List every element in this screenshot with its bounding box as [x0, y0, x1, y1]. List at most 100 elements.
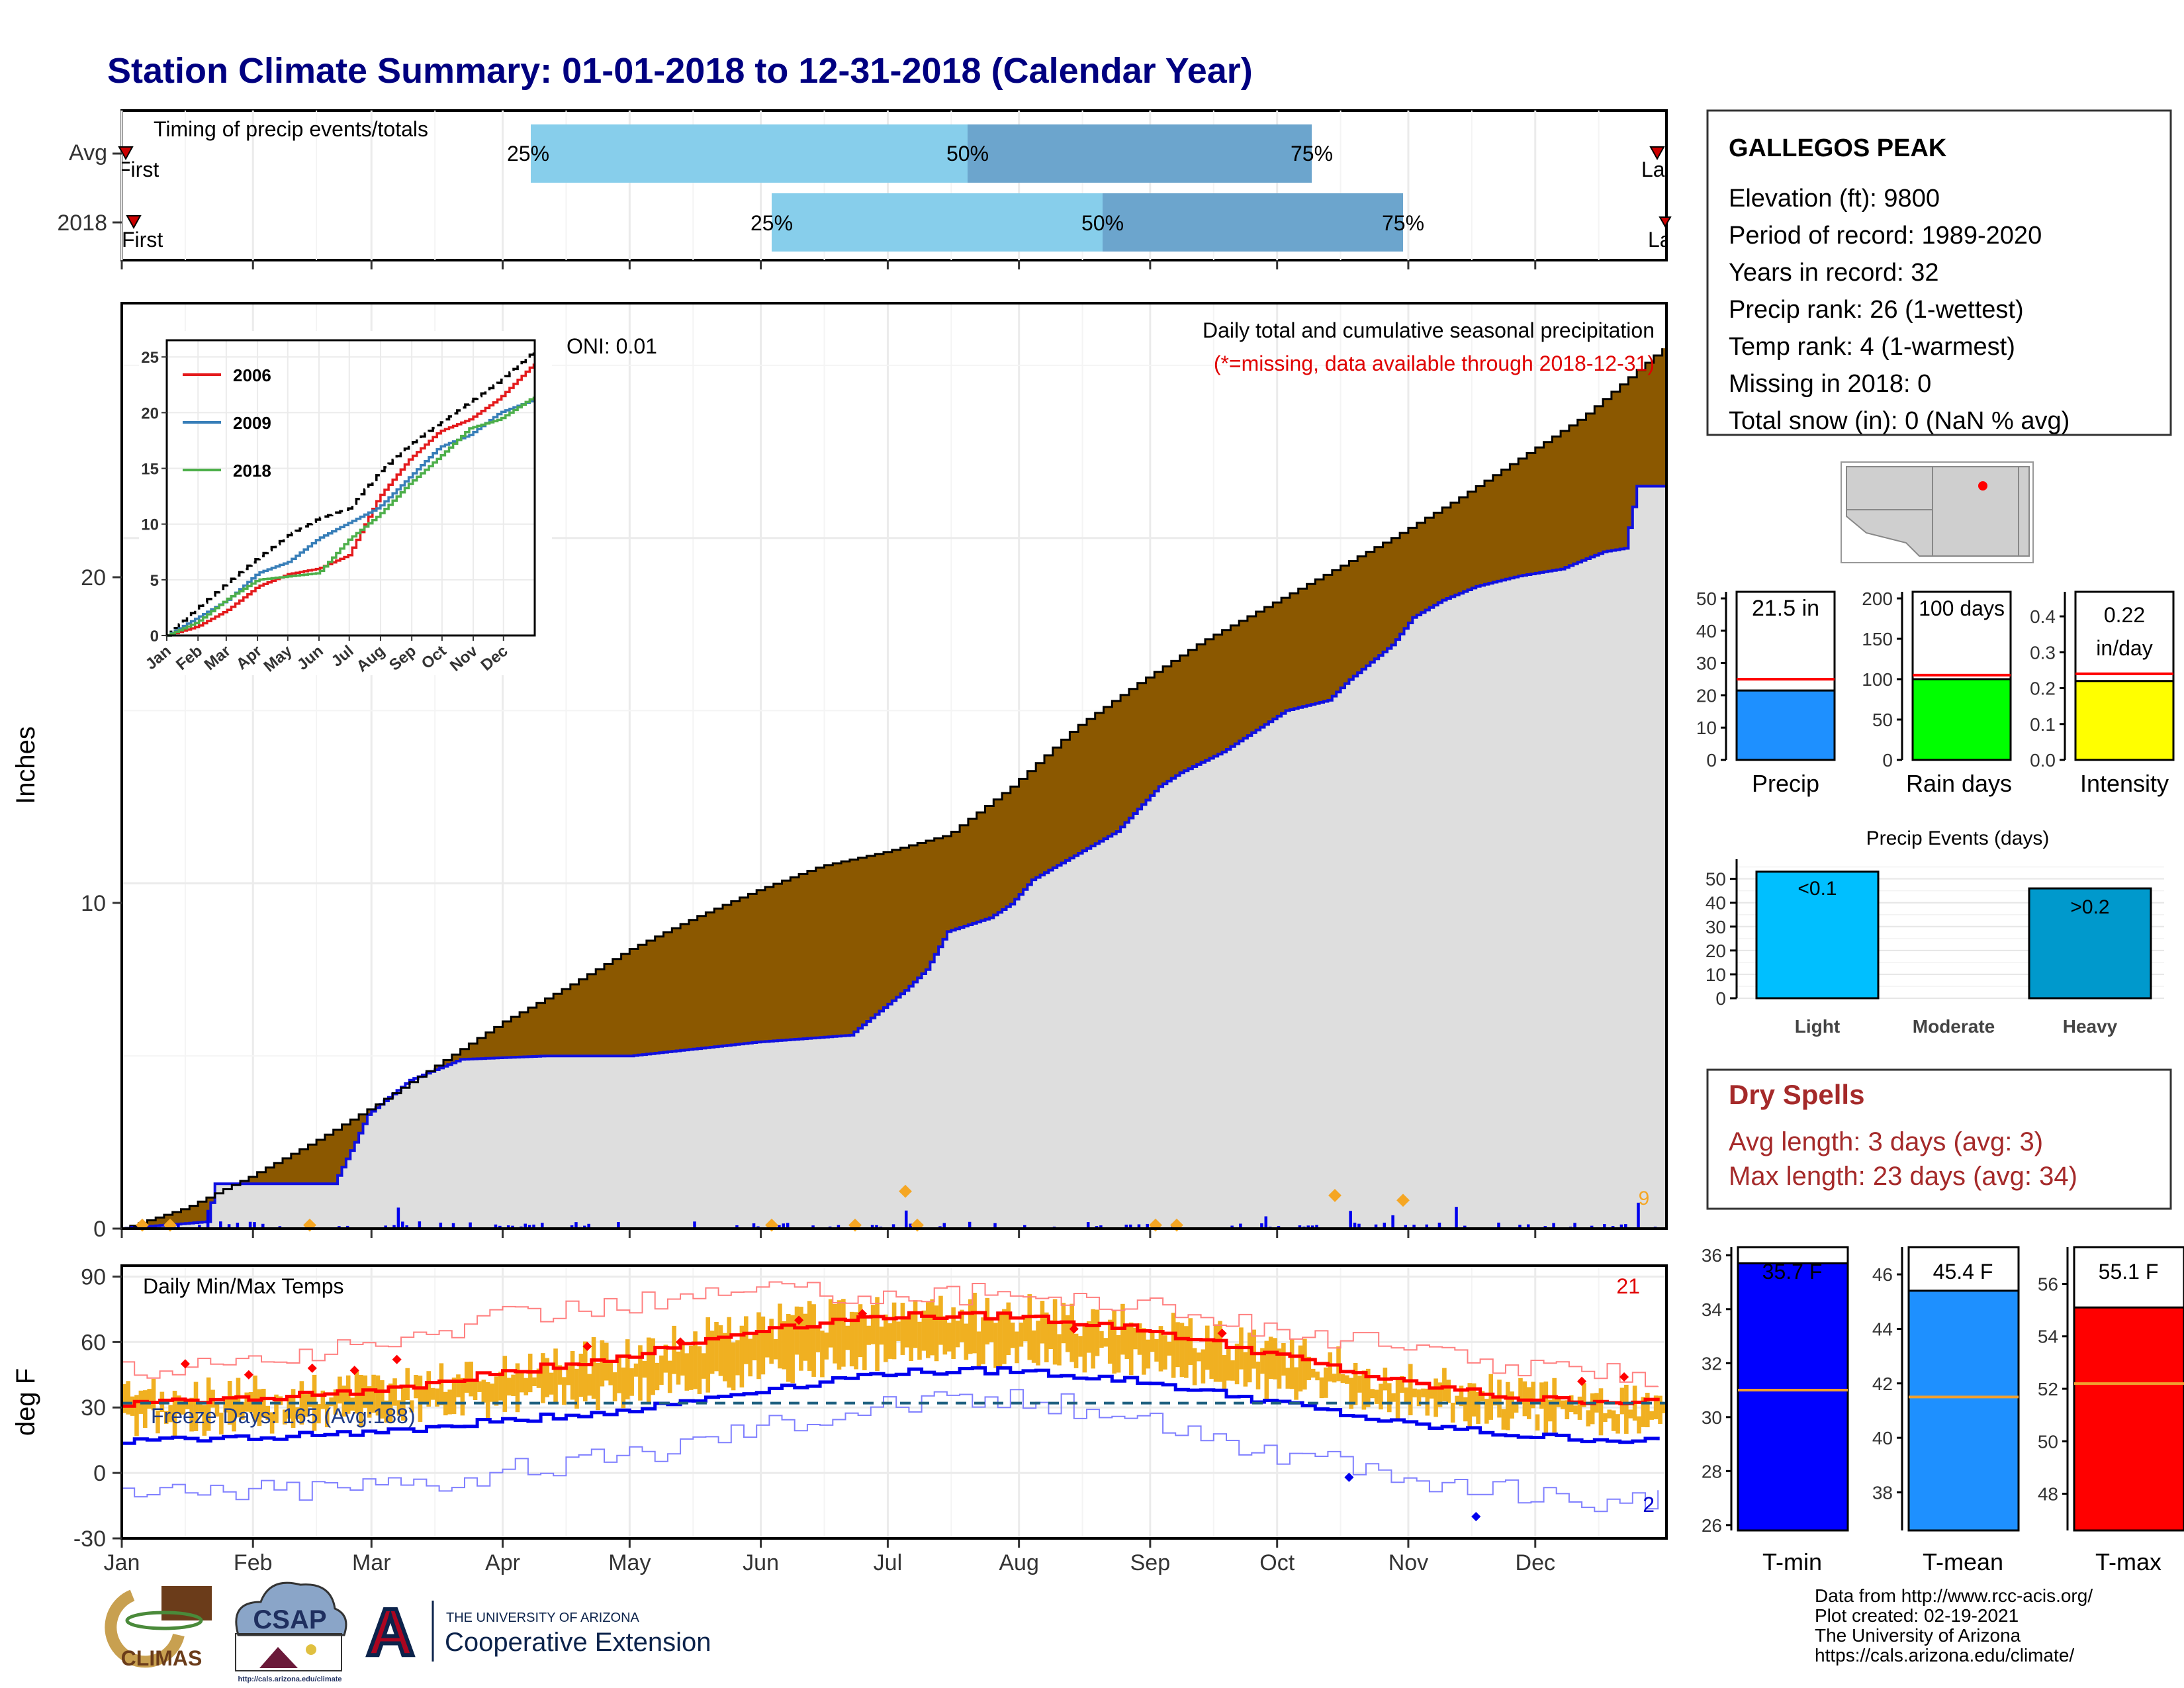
daily-precip-bar	[384, 1225, 387, 1229]
daily-precip-bar	[345, 1225, 349, 1229]
daily-precip-bar	[532, 1224, 535, 1229]
summary-bar-1	[1911, 678, 2012, 761]
daily-temp-range-bar	[778, 1303, 782, 1369]
daily-temp-range-bar	[997, 1312, 1003, 1367]
summary-bar-tick-label: 50	[1696, 588, 1717, 609]
daily-temp-range-bar	[799, 1307, 803, 1371]
daily-temp-range-bar	[1306, 1356, 1312, 1380]
events-title: Precip Events (days)	[1866, 827, 2050, 849]
daily-temp-range-bar	[1514, 1403, 1519, 1413]
daily-temp-range-bar	[617, 1357, 621, 1393]
daily-temp-range-bar	[862, 1315, 867, 1370]
daily-temp-range-bar	[439, 1363, 444, 1405]
daily-temp-range-bar	[727, 1317, 732, 1388]
daily-temp-range-bar	[1467, 1383, 1473, 1429]
daily-temp-range-bar	[1205, 1325, 1210, 1370]
daily-temp-range-bar	[913, 1300, 918, 1348]
daily-temp-range-bar	[1543, 1382, 1549, 1433]
daily-temp-range-bar	[1433, 1378, 1438, 1417]
daily-temp-range-bar	[1268, 1336, 1273, 1380]
daily-temp-range-bar	[261, 1388, 266, 1418]
daily-temp-range-bar	[1408, 1364, 1413, 1415]
daily-temp-range-bar	[1277, 1348, 1282, 1389]
daily-temp-range-bar	[418, 1376, 423, 1422]
summary-bar-tick-label: 0.1	[2030, 714, 2056, 735]
temp-bar-tick-label: 28	[1702, 1461, 1722, 1481]
daily-temp-range-bar	[769, 1319, 774, 1364]
timing-avg-25: 25%	[507, 142, 549, 165]
climas-logo: CLIMAS	[105, 1583, 212, 1670]
daily-temp-range-bar	[202, 1405, 207, 1436]
precip-y-axis-label: Inches	[11, 726, 40, 804]
daily-temp-range-bar	[371, 1374, 376, 1413]
summary-bar-tick-label: 20	[1696, 685, 1717, 706]
daily-temp-range-bar	[1048, 1320, 1053, 1350]
daily-temp-range-bar	[1480, 1391, 1485, 1402]
daily-temp-range-bar	[854, 1312, 858, 1370]
daily-temp-range-bar	[917, 1321, 922, 1360]
daily-precip-bar	[1124, 1225, 1128, 1229]
daily-temp-range-bar	[426, 1371, 432, 1407]
daily-precip-bar	[219, 1221, 222, 1229]
daily-temp-range-bar	[172, 1390, 177, 1436]
daily-temp-range-bar	[756, 1312, 761, 1380]
daily-precip-bar	[1573, 1223, 1576, 1229]
daily-temp-range-bar	[676, 1351, 681, 1385]
daily-temp-range-bar	[697, 1346, 702, 1394]
daily-temp-range-bar	[1128, 1322, 1134, 1376]
freeze-days-label: Freeze Days: 165 (Avg:188)	[151, 1404, 416, 1428]
daily-temp-range-bar	[1057, 1334, 1062, 1366]
daily-temp-range-bar	[1078, 1336, 1083, 1357]
daily-temp-range-bar	[392, 1378, 397, 1406]
daily-temp-range-bar	[227, 1381, 232, 1425]
daily-temp-range-bar	[481, 1380, 486, 1403]
daily-temp-range-bar	[989, 1317, 994, 1342]
climas-logo-text: CLIMAS	[121, 1646, 203, 1670]
daily-temp-range-bar	[341, 1385, 347, 1417]
high-precip-marker	[899, 1184, 912, 1198]
summary-bar-tick-label: 0	[1882, 750, 1893, 771]
daily-temp-range-bar	[1535, 1414, 1540, 1431]
summary-bar-tick-label: 0	[1706, 750, 1717, 771]
daily-precip-bar	[1128, 1224, 1132, 1229]
daily-temp-range-bar	[1213, 1324, 1218, 1382]
avg-cumulative-line	[122, 348, 1664, 1230]
footer-line-4: https://cals.arizona.edu/climate/	[1815, 1645, 2074, 1665]
daily-temp-range-bar	[1577, 1396, 1582, 1420]
daily-temp-range-bar	[845, 1325, 850, 1350]
temp-bar-name-tmean: T-mean	[1923, 1548, 2003, 1575]
daily-temp-range-bar	[456, 1374, 461, 1397]
daily-temp-range-bar	[1065, 1315, 1070, 1352]
station-line-temp-rank: Temp rank: 4 (1-warmest)	[1729, 333, 2015, 361]
daily-temp-range-bar	[1319, 1377, 1324, 1399]
daily-temp-range-bar	[1133, 1327, 1138, 1350]
temp-bar-tick-label: 48	[2038, 1484, 2058, 1505]
daily-temp-range-bar	[1370, 1389, 1375, 1399]
temp-ytick-label: 60	[81, 1330, 106, 1355]
daily-precip-bar	[498, 1225, 502, 1229]
daily-temp-range-bar	[760, 1316, 766, 1375]
daily-temp-range-bar	[1658, 1395, 1662, 1425]
daily-temp-range-bar	[185, 1400, 190, 1409]
daily-temp-range-bar	[612, 1372, 617, 1401]
temp-panel-label: Daily Min/Max Temps	[143, 1274, 343, 1298]
daily-temp-range-bar	[282, 1409, 287, 1425]
daily-temp-range-bar	[930, 1299, 934, 1356]
daily-temp-range-bar	[1150, 1331, 1155, 1352]
daily-temp-range-bar	[693, 1331, 698, 1389]
daily-temp-range-bar	[1234, 1343, 1240, 1385]
daily-temp-range-bar	[807, 1301, 812, 1371]
daily-temp-range-bar	[147, 1389, 152, 1409]
daily-temp-range-bar	[655, 1362, 660, 1391]
summary-bar-frame-2	[2074, 590, 2175, 682]
daily-temp-range-bar	[1531, 1382, 1535, 1409]
daily-precip-bar	[1239, 1223, 1242, 1229]
temp-summary-bars: 26 28 30 32 34 36 38 40 42 44 46 48 50 52 54 56	[1702, 1245, 2184, 1536]
daily-temp-range-bar	[1082, 1326, 1087, 1373]
daily-temp-range-bar	[511, 1374, 516, 1396]
daily-temp-range-bar	[375, 1375, 381, 1416]
temp-bar-tick-label: 26	[1702, 1515, 1722, 1536]
record-low-count: 2	[1643, 1493, 1655, 1517]
daily-precip-bar	[236, 1223, 240, 1229]
